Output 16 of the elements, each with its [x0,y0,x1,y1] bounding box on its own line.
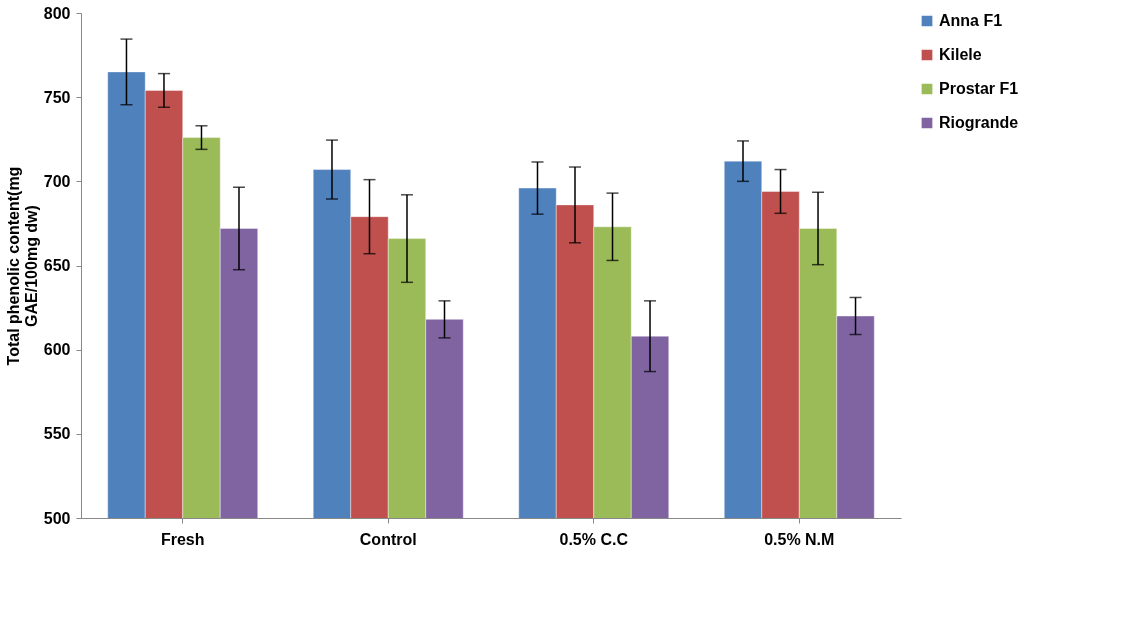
legend-label: Anna F1 [939,12,1003,29]
x-tick-label: 0.5% C.C [559,530,629,548]
x-tick-label: Fresh [160,530,205,548]
y-tick-label: 600 [43,341,71,359]
legend-label: Prostar F1 [939,80,1019,97]
y-tick-label: 550 [43,425,71,443]
y-tick-label: 800 [43,4,71,22]
y-tick-label: 750 [43,88,71,106]
x-tick-label: 0.5% N.M [764,530,835,548]
y-tick-label: 700 [43,172,71,190]
x-tick-label: Control [359,530,417,548]
legend-label: Kilele [939,46,982,63]
y-axis-title: Total phenolic content(mg GAE/100mg dw) [4,166,40,366]
y-tick-label: 500 [43,509,71,527]
legend-label: Riogrande [939,114,1019,131]
y-tick-label: 650 [43,257,71,274]
